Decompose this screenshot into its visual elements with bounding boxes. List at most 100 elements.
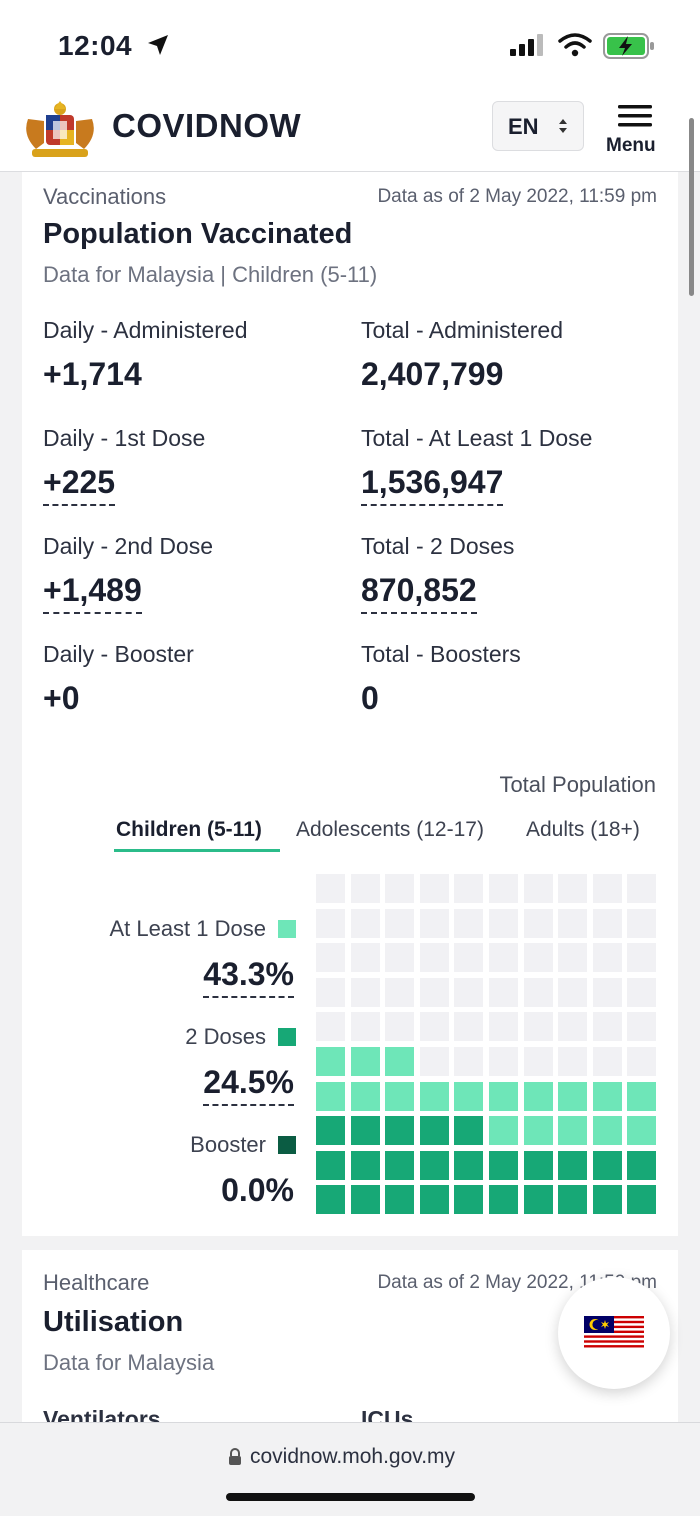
waffle-cell xyxy=(316,1116,345,1146)
waffle-cell xyxy=(385,943,415,973)
waffle-cell xyxy=(350,1012,380,1042)
waffle-cell xyxy=(627,943,657,973)
stat-value: 2,407,799 xyxy=(361,356,504,392)
waffle-cell xyxy=(385,874,415,903)
waffle-cell xyxy=(592,1081,622,1111)
waffle-cell xyxy=(454,908,484,938)
waffle-cell xyxy=(558,1116,588,1146)
stat-label-icus: ICUs xyxy=(361,1406,414,1425)
waffle-chart xyxy=(316,874,658,1216)
menu-button[interactable]: Menu xyxy=(604,103,668,163)
waffle-cell xyxy=(316,1047,345,1076)
malaysia-coat-of-arms-logo[interactable] xyxy=(20,99,100,161)
card-title: Population Vaccinated xyxy=(43,218,353,250)
waffle-cell xyxy=(489,1185,518,1215)
waffle-cell xyxy=(489,1150,518,1180)
waffle-cell xyxy=(419,1116,449,1146)
card-eyebrow: Vaccinations xyxy=(43,184,167,209)
browser-url-bar[interactable]: covidnow.moh.gov.my xyxy=(0,1422,700,1516)
waffle-cell xyxy=(316,874,345,903)
stat-value-tooltip[interactable]: +225 xyxy=(43,464,116,506)
tab-children[interactable]: Children (5-11) xyxy=(116,818,262,841)
waffle-cell xyxy=(350,977,380,1007)
card-subtitle: Data for Malaysia | Children (5-11) xyxy=(43,262,378,287)
tab-adults[interactable]: Adults (18+) xyxy=(526,818,640,841)
legend-swatch-1-dose xyxy=(278,920,296,938)
legend-label-booster: Booster xyxy=(190,1132,266,1157)
stat-value-tooltip[interactable]: +1,489 xyxy=(43,572,142,614)
waffle-cell xyxy=(316,1185,345,1215)
waffle-cell xyxy=(592,908,622,938)
site-brand[interactable]: COVIDNOW xyxy=(112,107,302,144)
legend-label-1-dose: At Least 1 Dose xyxy=(109,916,266,941)
waffle-cell xyxy=(627,908,657,938)
waffle-cell xyxy=(385,1116,415,1146)
legend-swatch-booster xyxy=(278,1136,296,1154)
waffle-cell xyxy=(523,1012,553,1042)
waffle-cell xyxy=(627,1081,657,1111)
status-bar: 12:04 xyxy=(0,0,700,95)
waffle-cell xyxy=(523,1116,553,1146)
stat-value-tooltip[interactable]: 870,852 xyxy=(361,572,477,614)
waffle-cell xyxy=(419,1150,449,1180)
waffle-cell xyxy=(592,1047,622,1076)
waffle-cell xyxy=(592,1150,622,1180)
stat-label: Daily - 2nd Dose xyxy=(43,533,214,559)
stat-label: Total - At Least 1 Dose xyxy=(361,425,593,451)
waffle-cell xyxy=(385,977,415,1007)
legend-swatch-2-doses xyxy=(278,1028,296,1046)
home-indicator[interactable] xyxy=(226,1493,475,1501)
waffle-cell xyxy=(350,1047,380,1076)
malaysia-flag-icon xyxy=(584,1316,644,1350)
waffle-cell xyxy=(558,874,588,903)
waffle-cell xyxy=(558,1081,588,1111)
waffle-cell xyxy=(558,1185,588,1215)
waffle-cell xyxy=(523,1047,553,1076)
waffle-cell xyxy=(558,1150,588,1180)
waffle-cell xyxy=(385,1047,415,1076)
waffle-cell xyxy=(454,1185,484,1215)
stat-label: Total - Boosters xyxy=(361,641,521,667)
waffle-cell xyxy=(558,977,588,1007)
waffle-cell xyxy=(419,1012,449,1042)
waffle-cell xyxy=(454,1116,484,1146)
tab-adolescents[interactable]: Adolescents (12-17) xyxy=(296,818,484,841)
card-subtitle: Data for Malaysia xyxy=(43,1350,215,1375)
pct-2-doses[interactable]: 24.5% xyxy=(203,1064,294,1106)
stat-value: +0 xyxy=(43,680,80,716)
language-select[interactable]: EN xyxy=(492,101,584,151)
lock-icon xyxy=(229,1448,241,1465)
waffle-cell xyxy=(350,1116,380,1146)
waffle-cell xyxy=(350,908,380,938)
page-scrollbar[interactable] xyxy=(689,118,694,296)
stat-label: Daily - Administered xyxy=(43,317,248,343)
waffle-cell xyxy=(385,1012,415,1042)
waffle-cell xyxy=(454,977,484,1007)
stat-label: Total - 2 Doses xyxy=(361,533,515,559)
waffle-cell xyxy=(316,1012,345,1042)
waffle-cell xyxy=(316,908,345,938)
waffle-cell xyxy=(592,977,622,1007)
waffle-cell xyxy=(454,1150,484,1180)
waffle-cell xyxy=(385,908,415,938)
waffle-cell xyxy=(454,943,484,973)
pct-at-least-1-dose[interactable]: 43.3% xyxy=(203,956,294,998)
country-select-button[interactable] xyxy=(558,1277,670,1389)
waffle-cell xyxy=(558,1047,588,1076)
stat-label: Daily - 1st Dose xyxy=(43,425,206,451)
waffle-cell xyxy=(419,1185,449,1215)
updown-chevron-icon xyxy=(559,119,567,133)
hamburger-icon xyxy=(618,105,652,127)
card-eyebrow: Healthcare xyxy=(43,1270,150,1295)
waffle-cell xyxy=(316,943,345,973)
waffle-cell xyxy=(419,943,449,973)
url-text: covidnow.moh.gov.my xyxy=(250,1445,456,1468)
waffle-cell xyxy=(558,908,588,938)
waffle-cell xyxy=(350,1150,380,1180)
stat-value-tooltip[interactable]: 1,536,947 xyxy=(361,464,504,506)
battery-charging-icon xyxy=(603,33,654,59)
waffle-cell xyxy=(385,1081,415,1111)
stat-value: 0 xyxy=(361,680,379,716)
legend-label-2-doses: 2 Doses xyxy=(185,1024,266,1049)
waffle-cell xyxy=(627,1012,657,1042)
